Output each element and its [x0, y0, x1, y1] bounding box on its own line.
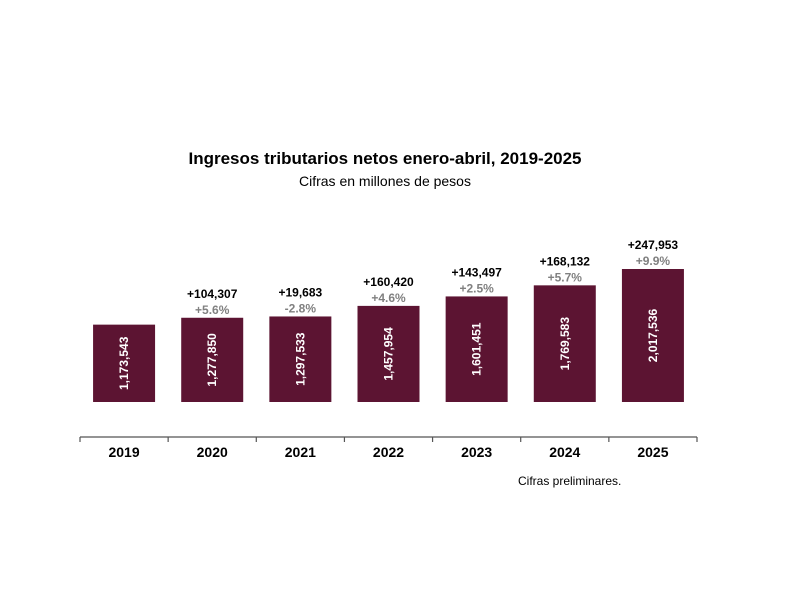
bar-value-label-2025: 2,017,536	[646, 308, 660, 362]
change-abs-label-2022: +160,420	[363, 275, 414, 289]
change-pct-label-2022: +4.6%	[371, 291, 406, 305]
change-abs-label-2021: +19,683	[278, 285, 322, 299]
change-abs-label-2023: +143,497	[451, 265, 502, 279]
change-abs-label-2020: +104,307	[187, 287, 238, 301]
bar-value-label-2021: 1,297,533	[293, 332, 307, 386]
footnote: Cifras preliminares.	[518, 474, 621, 488]
change-pct-label-2020: +5.6%	[195, 303, 230, 317]
bar-2021	[269, 316, 332, 402]
change-pct-label-2023: +2.5%	[459, 281, 494, 295]
bar-value-label-2020: 1,277,850	[205, 333, 219, 387]
bar-value-label-2022: 1,457,954	[382, 327, 396, 381]
chart-title: Ingresos tributarios netos enero-abril, …	[188, 149, 581, 168]
chart-subtitle: Cifras en millones de pesos	[299, 173, 471, 189]
x-tick-label-2025: 2025	[637, 444, 668, 460]
bar-2025	[621, 269, 684, 402]
change-abs-label-2024: +168,132	[540, 254, 591, 268]
change-pct-label-2025: +9.9%	[636, 254, 671, 268]
bar-2023	[445, 296, 508, 402]
x-tick-label-2021: 2021	[285, 444, 316, 460]
x-tick-label-2022: 2022	[373, 444, 404, 460]
bar-value-label-2019: 1,173,543	[117, 336, 131, 390]
bar-2020	[181, 317, 244, 402]
bar-2019	[93, 324, 156, 402]
bar-value-label-2023: 1,601,451	[470, 322, 484, 376]
bars-layer: 1,173,543 1,277,850 +5.6% +104,307 1,297,533…	[93, 238, 684, 402]
x-tick-label-2020: 2020	[197, 444, 228, 460]
change-pct-label-2024: +5.7%	[548, 270, 583, 284]
change-abs-label-2025: +247,953	[628, 238, 679, 252]
bar-2022	[357, 305, 420, 402]
x-tick-label-2023: 2023	[461, 444, 492, 460]
x-axis-ticks: 2019 2020 2021 2022 2023 2024 2025	[79, 437, 698, 460]
bar-value-label-2024: 1,769,583	[558, 317, 572, 371]
x-tick-label-2024: 2024	[549, 444, 580, 460]
bar-2024	[533, 285, 596, 402]
x-tick-label-2019: 2019	[108, 444, 139, 460]
change-pct-label-2021: -2.8%	[285, 301, 317, 315]
